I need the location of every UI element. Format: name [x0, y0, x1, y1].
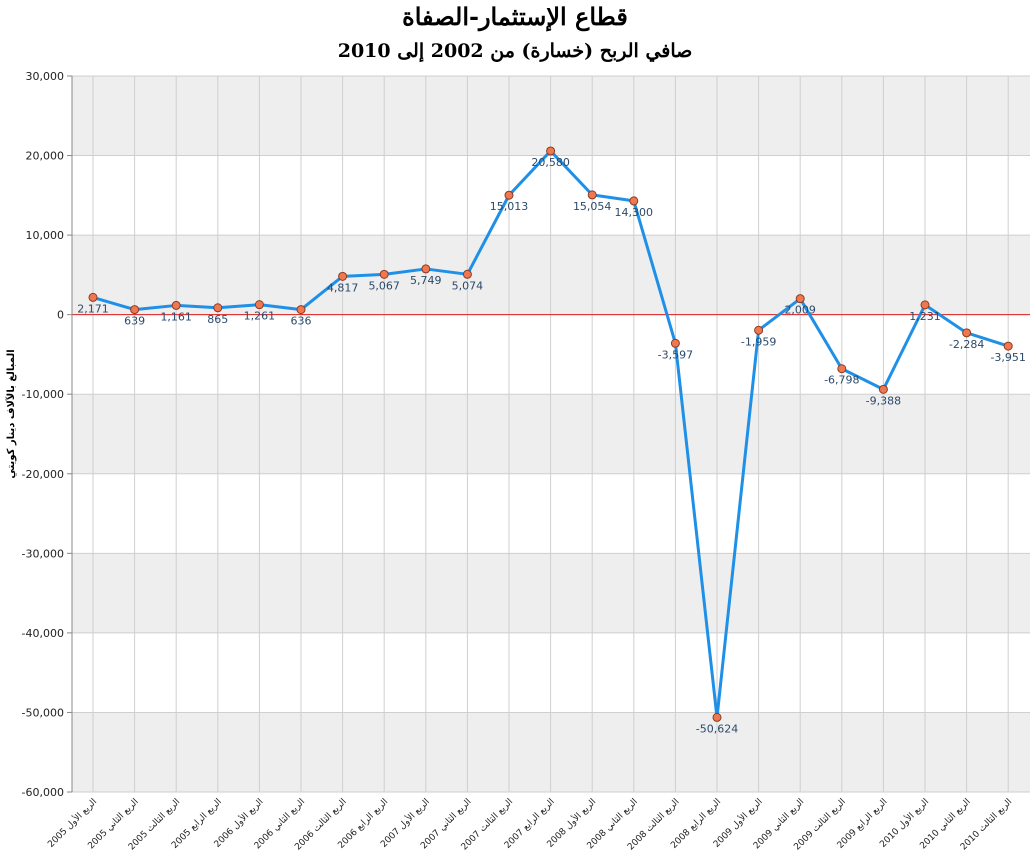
y-tick-label: -30,000 — [22, 547, 64, 560]
data-label: -50,624 — [696, 722, 738, 735]
data-label: 1,231 — [909, 310, 941, 323]
y-tick-label: 10,000 — [26, 229, 65, 242]
chart-title: قطاع الإستثمار-الصفاة — [402, 2, 628, 31]
data-point[interactable] — [130, 305, 140, 315]
data-point[interactable] — [712, 712, 722, 722]
data-point[interactable] — [629, 196, 639, 206]
data-label: 639 — [124, 315, 145, 328]
data-label: -6,798 — [824, 374, 859, 387]
data-point[interactable] — [795, 294, 805, 304]
data-point[interactable] — [878, 384, 888, 394]
y-tick-label: -20,000 — [22, 468, 64, 481]
y-tick-label: -60,000 — [22, 786, 64, 799]
y-tick-labels: 30,000 20,000 10,000 0 -10,000 -20,000 -30,000… — [22, 70, 64, 799]
data-label: 4,817 — [327, 281, 359, 294]
y-tick-label: 0 — [57, 309, 64, 322]
data-label: 2,009 — [784, 304, 816, 317]
data-point[interactable] — [962, 328, 972, 338]
chart-subtitle: صافي الربح (خسارة) من 2002 إلى 2010 — [337, 40, 693, 62]
data-point[interactable] — [504, 190, 514, 200]
data-label: -2,284 — [949, 338, 984, 351]
data-label: 15,013 — [490, 200, 529, 213]
data-markers — [88, 146, 1013, 722]
data-label: 5,067 — [368, 279, 400, 292]
data-point[interactable] — [379, 269, 389, 279]
vertical-gridlines — [92, 76, 1009, 792]
data-point[interactable] — [296, 305, 306, 315]
data-point[interactable] — [171, 300, 181, 310]
data-label: -9,388 — [866, 394, 901, 407]
data-point[interactable] — [1003, 341, 1013, 351]
data-point[interactable] — [462, 269, 472, 279]
data-label: 1,161 — [160, 310, 192, 323]
data-label: 14,300 — [615, 206, 654, 219]
data-point[interactable] — [421, 264, 431, 274]
data-label: 5,749 — [410, 274, 442, 287]
data-label: 5,074 — [452, 279, 484, 292]
data-labels: 2,171 639 1,161 865 1,261 636 4,817 5,067 5,749 5… — [77, 156, 1026, 735]
data-point[interactable] — [754, 325, 764, 335]
data-point[interactable] — [587, 190, 597, 200]
data-label: -3,951 — [990, 351, 1025, 364]
y-tick-label: 20,000 — [26, 150, 65, 163]
data-point[interactable] — [254, 300, 264, 310]
y-tick-label: -10,000 — [22, 388, 64, 401]
data-point[interactable] — [88, 292, 98, 302]
data-point[interactable] — [920, 300, 930, 310]
data-label: -3,597 — [658, 348, 693, 361]
data-label: -1,959 — [741, 335, 776, 348]
data-point[interactable] — [670, 338, 680, 348]
data-label: 636 — [291, 315, 312, 328]
data-label: 2,171 — [77, 302, 109, 315]
data-label: 20,580 — [531, 156, 570, 169]
data-label: 1,261 — [244, 310, 276, 323]
data-point[interactable] — [338, 271, 348, 281]
y-tick-label: -50,000 — [22, 706, 64, 719]
data-point[interactable] — [837, 364, 847, 374]
data-label: 865 — [207, 313, 228, 326]
y-axis-label: المبالغ بالآلاف دينار كويتي — [5, 349, 17, 478]
y-tick-label: -40,000 — [22, 627, 64, 640]
y-tick-label: 30,000 — [26, 70, 65, 83]
data-label: 15,054 — [573, 200, 612, 213]
data-point[interactable] — [213, 303, 223, 313]
data-point[interactable] — [546, 146, 556, 156]
